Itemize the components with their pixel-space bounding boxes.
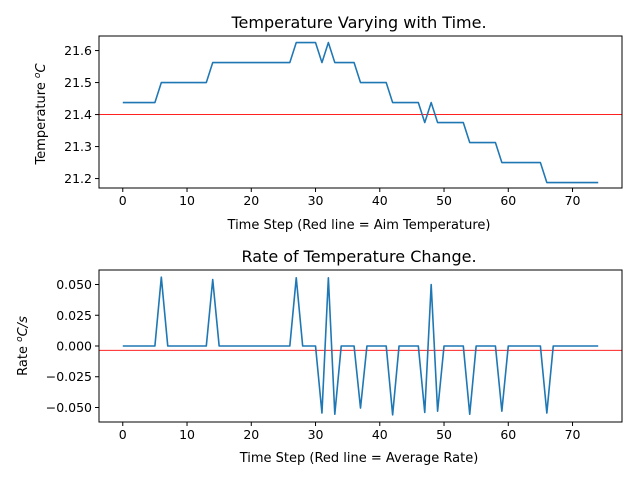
temperature-chart-xlabel: Time Step (Red line = Aim Temperature) <box>227 218 491 233</box>
temperature-series-line <box>122 41 599 184</box>
rate-xtick-label: 50 <box>436 427 452 442</box>
temperature-axes-frame <box>98 35 623 189</box>
temperature-chart-ylabel: Temperature oC <box>33 63 49 166</box>
rate-plot-area: 0 10 20 30 40 50 60 70 −0.050 −0.025 0.000 0.025 0.0… <box>46 269 623 442</box>
rate-ytick-label: 0.050 <box>56 277 92 292</box>
temperature-xtick-label: 40 <box>372 193 388 208</box>
temperature-xtick-label: 50 <box>436 193 452 208</box>
temperature-ytick-label: 21.2 <box>64 171 92 186</box>
rate-series-line <box>122 276 599 416</box>
temperature-xtick-label: 10 <box>179 193 195 208</box>
temperature-xtick-label: 70 <box>565 193 581 208</box>
temperature-chart: Temperature Varying with Time. Time Step… <box>33 13 623 233</box>
rate-ytick-label: 0.000 <box>56 339 92 354</box>
temperature-xtick-label: 20 <box>243 193 259 208</box>
rate-xtick-label: 60 <box>500 427 516 442</box>
temperature-ylabel-degree: o <box>33 72 43 78</box>
rate-xtick-label: 10 <box>179 427 195 442</box>
rate-xtick-label: 70 <box>565 427 581 442</box>
temperature-ylabel-unit: C <box>34 63 49 73</box>
rate-xtick-label: 0 <box>119 427 127 442</box>
rate-ylabel-degree: o <box>15 336 25 342</box>
rate-ytick-label: −0.025 <box>46 369 92 384</box>
temperature-chart-title: Temperature Varying with Time. <box>230 13 486 32</box>
temperature-plot-area: 0 10 20 30 40 50 60 70 21.2 21.3 21.4 21.5 21.6 <box>64 35 623 208</box>
temperature-ytick-label: 21.5 <box>64 75 92 90</box>
temperature-xtick-label: 60 <box>500 193 516 208</box>
rate-xtick-label: 40 <box>372 427 388 442</box>
rate-ylabel-unit: C/s <box>16 316 31 336</box>
rate-ylabel-prefix: Rate <box>16 342 31 376</box>
rate-chart-xlabel: Time Step (Red line = Average Rate) <box>239 451 479 466</box>
rate-ytick-label: −0.050 <box>46 400 92 415</box>
temperature-ytick-label: 21.3 <box>64 139 92 154</box>
rate-chart-ylabel: Rate oC/s <box>15 316 31 376</box>
temperature-xtick-label: 30 <box>308 193 324 208</box>
temperature-xtick-label: 0 <box>119 193 127 208</box>
rate-xtick-label: 30 <box>308 427 324 442</box>
temperature-ytick-label: 21.4 <box>64 107 92 122</box>
rate-xtick-label: 20 <box>243 427 259 442</box>
rate-chart-title: Rate of Temperature Change. <box>241 247 476 266</box>
temperature-ytick-label: 21.6 <box>64 43 92 58</box>
rate-chart: Rate of Temperature Change. Time Step (R… <box>15 247 623 466</box>
temperature-ylabel-prefix: Temperature <box>34 78 49 165</box>
rate-ytick-label: 0.025 <box>56 308 92 323</box>
